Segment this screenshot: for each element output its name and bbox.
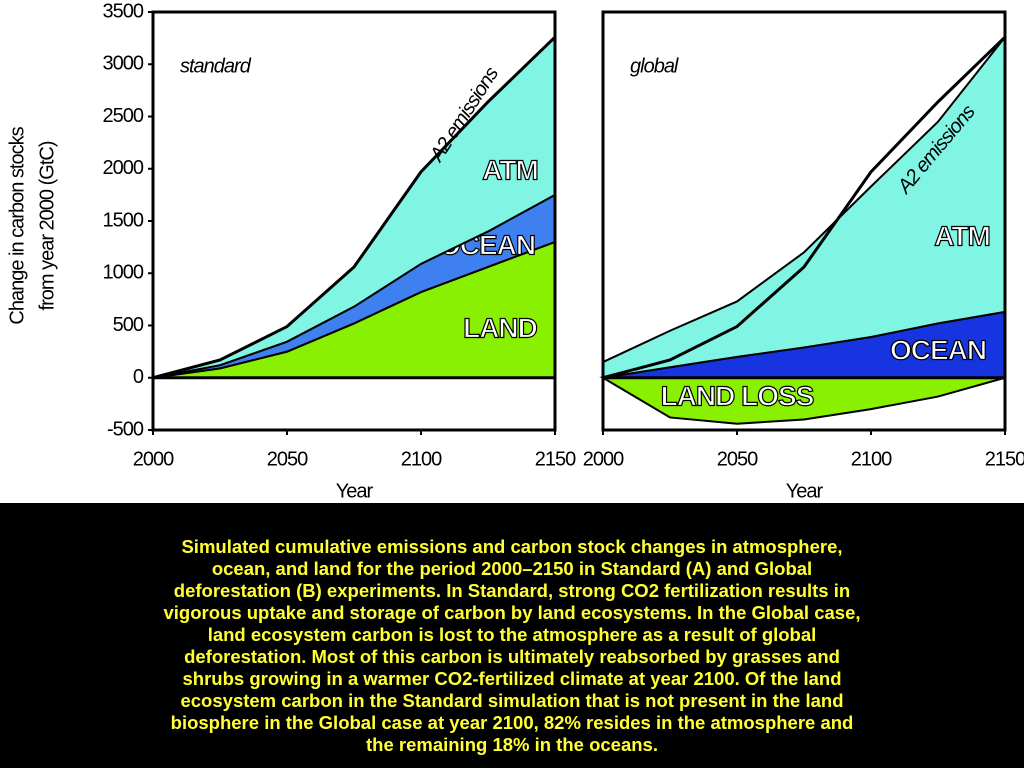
panel-label: standard xyxy=(180,55,252,77)
y-tick-label: 1500 xyxy=(103,209,144,231)
x-tick-label: 2050 xyxy=(717,448,758,470)
x-tick-label: 2000 xyxy=(133,448,174,470)
y-tick-label: 1000 xyxy=(103,262,144,284)
x-tick-label: 2000 xyxy=(583,448,624,470)
caption-line: ecosystem carbon in the Standard simulat… xyxy=(180,690,844,711)
caption-line: Simulated cumulative emissions and carbo… xyxy=(181,536,843,557)
emissions-line xyxy=(152,36,557,380)
area-label: OCEAN xyxy=(890,334,986,365)
plot-frame xyxy=(601,10,1007,432)
y-tick-label: 0 xyxy=(133,366,144,388)
x-tick-label: 2150 xyxy=(985,448,1024,470)
caption-line: deforestation. Most of this carbon is ul… xyxy=(184,646,840,667)
y-tick-label: -500 xyxy=(107,418,144,440)
x-tick-label: 2100 xyxy=(851,448,892,470)
panel-label: global xyxy=(630,55,679,77)
area-label: LAND xyxy=(463,312,538,343)
y-axis-label: Change in carbon stocks xyxy=(6,126,28,324)
y-tick-label: 2500 xyxy=(103,105,144,127)
y-tick-label: 3500 xyxy=(103,0,144,22)
caption-line: biosphere in the Global case at year 210… xyxy=(170,712,854,733)
y-tick-label: 2000 xyxy=(103,157,144,179)
x-tick-label: 2150 xyxy=(535,448,576,470)
caption-line: vigorous uptake and storage of carbon by… xyxy=(163,602,861,623)
caption-line: ocean, and land for the period 2000–2150… xyxy=(211,558,813,579)
x-tick-label: 2100 xyxy=(401,448,442,470)
caption-line: deforestation (B) experiments. In Standa… xyxy=(173,580,851,601)
area-label: LAND LOSS xyxy=(661,380,814,411)
y-axis-label: from year 2000 (GtC) xyxy=(36,141,58,310)
emissions-line xyxy=(602,36,1007,380)
caption-line: the remaining 18% in the oceans. xyxy=(366,734,658,755)
caption: Simulated cumulative emissions and carbo… xyxy=(0,503,1024,768)
area-label: ATM xyxy=(934,220,990,251)
caption-line: shrubs growing in a warmer CO2-fertilize… xyxy=(182,668,842,689)
y-tick-label: 3000 xyxy=(103,53,144,75)
x-axis-label: Year xyxy=(786,480,824,502)
y-tick-label: 500 xyxy=(113,314,144,336)
x-tick-label: 2050 xyxy=(267,448,308,470)
x-axis-label: Year xyxy=(336,480,374,502)
caption-line: land ecosystem carbon is lost to the atm… xyxy=(207,624,817,645)
area-label: ATM xyxy=(482,154,538,185)
